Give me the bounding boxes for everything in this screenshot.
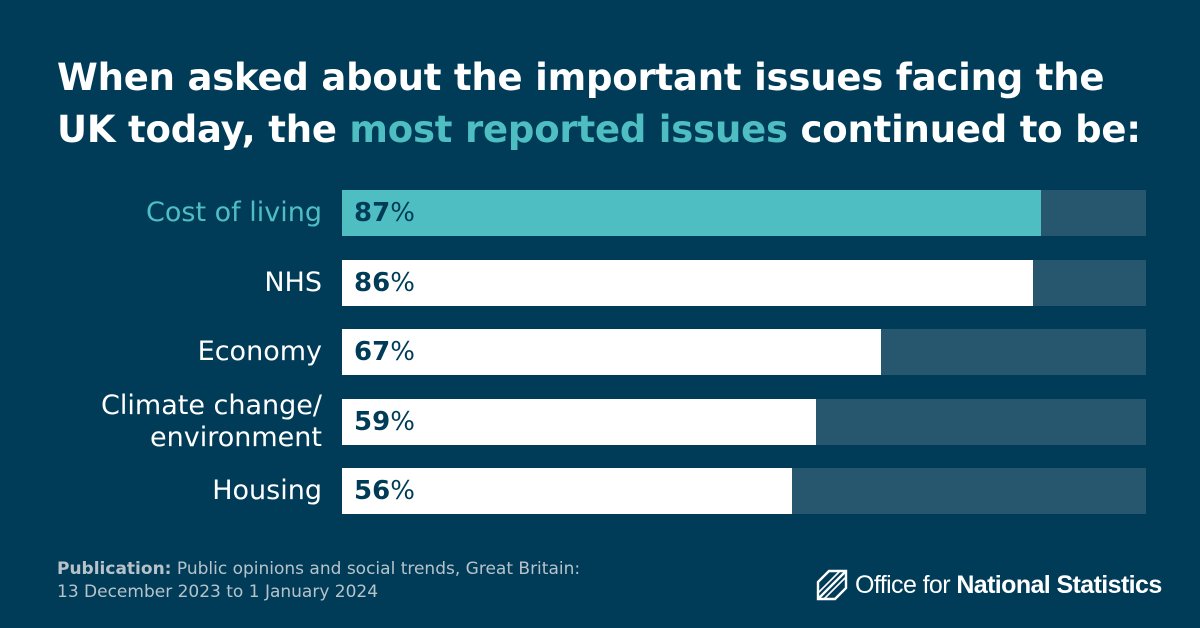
bar bbox=[342, 468, 793, 514]
bar-label: NHS bbox=[264, 260, 322, 306]
publication-label: Publication: bbox=[57, 559, 172, 579]
publication-footer: Publication: Public opinions and social … bbox=[57, 558, 580, 604]
bar-row: Housing 56% bbox=[0, 468, 1200, 514]
bar-track: 67% bbox=[342, 329, 1146, 375]
bar-row: NHS 86% bbox=[0, 259, 1200, 306]
ons-logo-text-bold: National Statistics bbox=[956, 570, 1162, 599]
bar-label-text: Cost of living bbox=[146, 197, 322, 228]
bar bbox=[342, 398, 817, 445]
ons-logo-text-light: Office for bbox=[855, 570, 957, 599]
bar-value-label: 67% bbox=[354, 337, 415, 367]
bar-label-text: Economy bbox=[197, 336, 322, 367]
bar bbox=[342, 190, 1042, 236]
bar-row: Economy 67% bbox=[0, 329, 1200, 375]
ons-logo-icon bbox=[816, 569, 848, 601]
ons-logo: Office for National Statistics bbox=[815, 568, 1162, 602]
bar bbox=[342, 259, 1034, 306]
bar-value-label: 87% bbox=[354, 198, 415, 228]
publication-line: Publication: Public opinions and social … bbox=[57, 558, 580, 581]
bar-track: 56% bbox=[342, 468, 1146, 514]
bar-track: 86% bbox=[342, 259, 1146, 306]
bar-label: Climate change/environment bbox=[101, 390, 322, 453]
chart-title: When asked about the important issues fa… bbox=[57, 52, 1157, 156]
bar-label: Cost of living bbox=[146, 190, 322, 236]
title-highlight: most reported issues bbox=[349, 108, 788, 151]
publication-text: Public opinions and social trends, Great… bbox=[171, 559, 581, 579]
bar bbox=[342, 329, 881, 375]
title-part-1: When asked about the important issues fa… bbox=[57, 56, 1105, 151]
ons-logo-text: Office for National Statistics bbox=[855, 571, 1162, 600]
bar-label-text: Housing bbox=[212, 475, 322, 506]
publication-date-range: 13 December 2023 to 1 January 2024 bbox=[57, 582, 379, 602]
bar-label: Housing bbox=[212, 468, 322, 514]
bar-label-text: Climate change/environment bbox=[101, 389, 322, 453]
bar-label-text: NHS bbox=[264, 266, 322, 298]
bar-track: 59% bbox=[342, 398, 1146, 445]
bar-label: Economy bbox=[198, 329, 322, 375]
bar-row: Cost of living 87% bbox=[0, 190, 1200, 236]
bar-value-label: 86% bbox=[354, 267, 415, 298]
bar-row: Climate change/environment 59% bbox=[0, 390, 1200, 453]
bar-value-label: 56% bbox=[354, 476, 415, 506]
bar-track: 87% bbox=[342, 190, 1146, 236]
bar-value-label: 59% bbox=[354, 406, 415, 437]
title-part-2: continued to be: bbox=[787, 108, 1141, 151]
